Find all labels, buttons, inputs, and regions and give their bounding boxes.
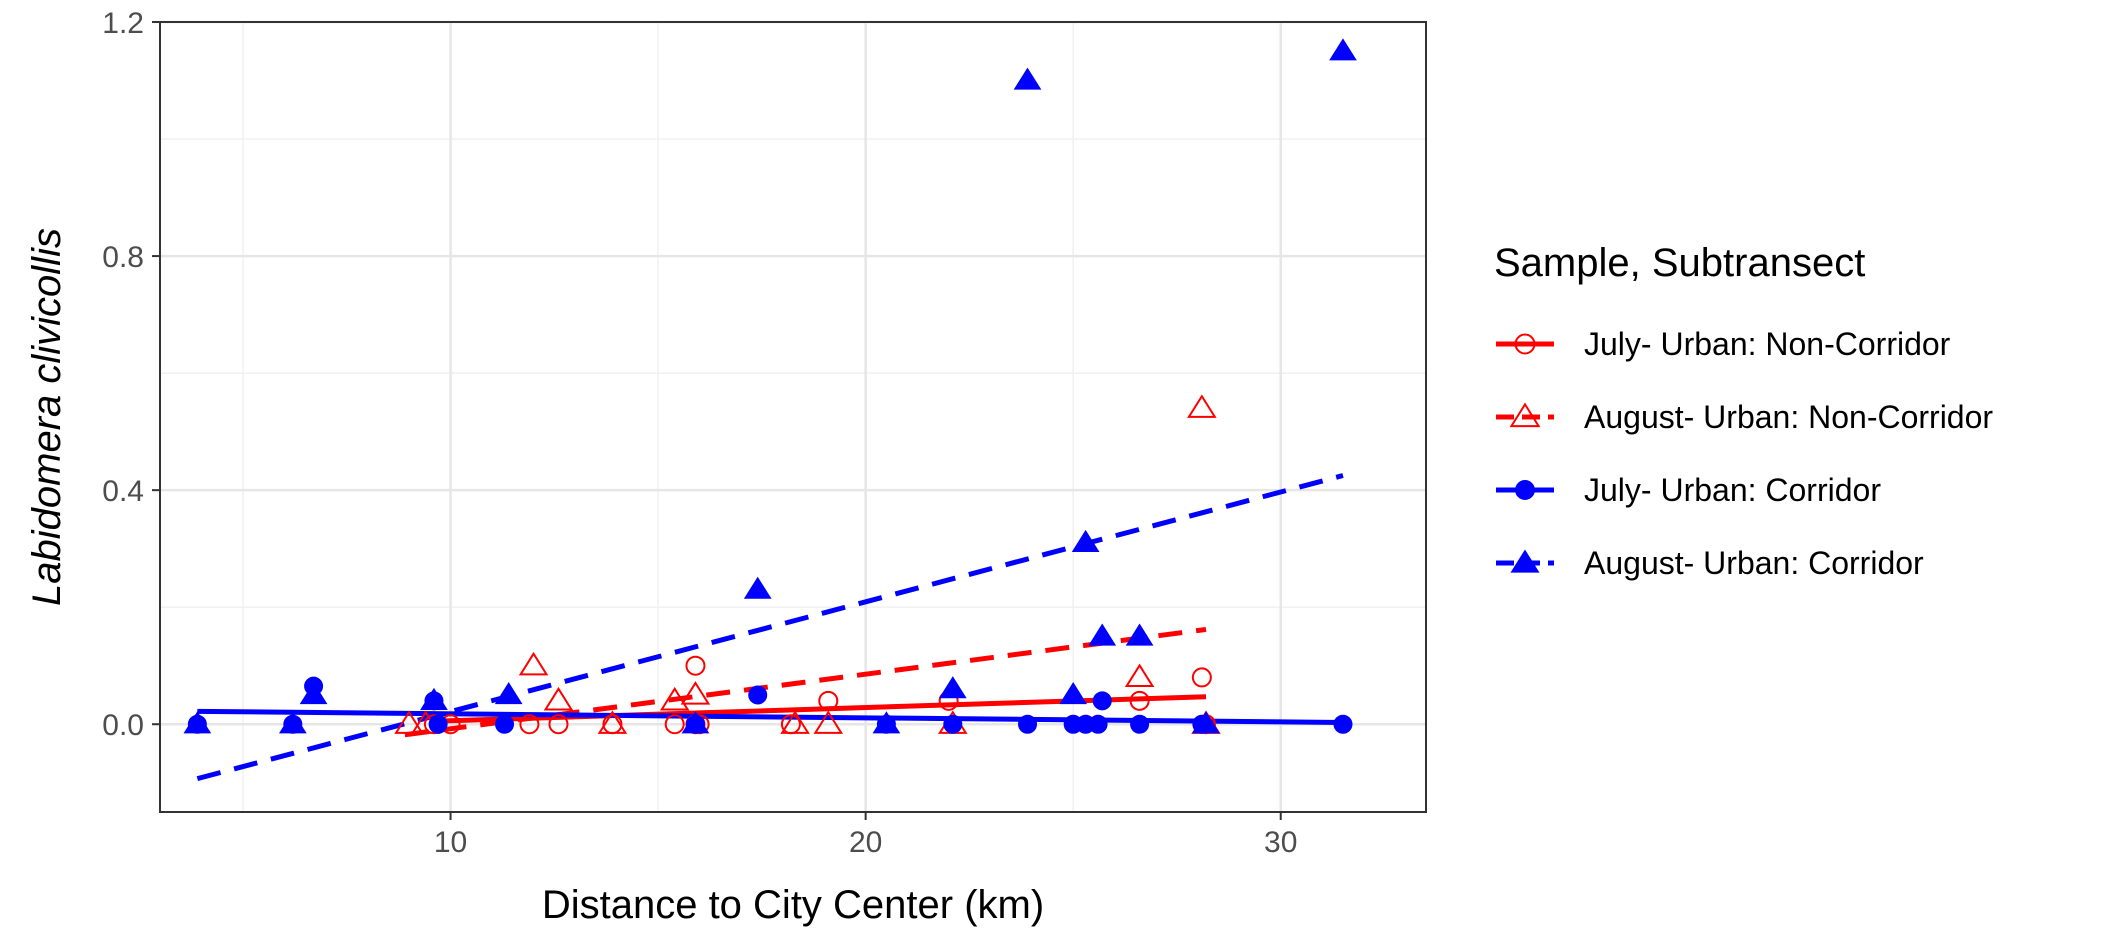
data-point — [543, 686, 574, 711]
data-point — [943, 714, 963, 734]
x-tick-label: 20 — [849, 826, 882, 859]
data-point — [1013, 67, 1042, 90]
x-axis-title: Distance to City Center (km) — [542, 883, 1044, 927]
fit-line — [197, 708, 1344, 725]
data-point — [299, 682, 328, 705]
fit-line — [196, 473, 1344, 782]
data-point — [278, 711, 307, 734]
data-point — [872, 711, 901, 734]
y-tick-label: 0.0 — [102, 709, 144, 742]
data-point — [1129, 690, 1150, 711]
data-point — [1333, 714, 1353, 734]
legend-label: August- Urban: Non-Corridor — [1584, 399, 1993, 435]
legend-key-marker — [1515, 480, 1535, 500]
legend-key-marker — [1509, 402, 1541, 428]
y-tick-label: 0.8 — [102, 241, 144, 274]
data-point — [1071, 529, 1100, 552]
data-point — [1092, 691, 1112, 711]
plot-border — [159, 21, 1427, 813]
axis-ticks: 10 20 30 0.0 0.4 0.8 1.2 — [102, 7, 1297, 859]
data-point — [428, 714, 448, 734]
data-point — [1192, 711, 1220, 734]
data-point — [1088, 714, 1108, 734]
data-point — [664, 714, 685, 735]
data-point — [420, 687, 448, 710]
data-point — [938, 676, 967, 699]
data-point — [685, 655, 706, 676]
y-axis-title: Labidomera clivicollis — [25, 228, 69, 606]
y-tick-label: 1.2 — [102, 7, 144, 40]
data-point — [1088, 623, 1117, 646]
x-tick-label: 30 — [1264, 826, 1297, 859]
x-tick-label: 10 — [434, 826, 467, 859]
data-point — [1059, 682, 1088, 705]
data-point — [519, 714, 540, 735]
data-point — [818, 690, 839, 711]
legend: Sample, Subtransect July- Urban: Non-Cor… — [1494, 241, 1993, 581]
data-point — [518, 651, 549, 676]
plot-panel — [160, 22, 1426, 812]
data-point — [1130, 714, 1150, 734]
data-point — [681, 711, 710, 734]
y-tick-label: 0.4 — [102, 475, 144, 508]
data-point — [813, 710, 844, 734]
data-point — [1125, 623, 1154, 646]
data-point — [780, 710, 810, 734]
legend-key-marker — [1514, 333, 1536, 355]
data-point — [1191, 667, 1212, 688]
legend-title: Sample, Subtransect — [1494, 241, 1865, 285]
data-point — [680, 681, 711, 705]
data-point — [548, 714, 569, 735]
data-point — [394, 710, 424, 734]
data-point — [743, 576, 772, 599]
data-point — [183, 711, 212, 734]
data-point — [1187, 394, 1217, 418]
legend-label: July- Urban: Corridor — [1584, 472, 1881, 508]
legend-label: July- Urban: Non-Corridor — [1584, 326, 1951, 362]
data-point — [1329, 38, 1357, 61]
data-point — [659, 686, 690, 711]
legend-label: August- Urban: Corridor — [1584, 545, 1924, 581]
data-point — [597, 710, 628, 734]
fit-line — [404, 626, 1207, 738]
data-point — [1018, 714, 1038, 734]
data-point — [748, 685, 768, 705]
data-points — [183, 38, 1357, 735]
legend-key-marker — [1510, 549, 1540, 573]
data-point — [494, 682, 523, 705]
data-point — [1124, 663, 1155, 688]
data-point — [495, 714, 515, 734]
